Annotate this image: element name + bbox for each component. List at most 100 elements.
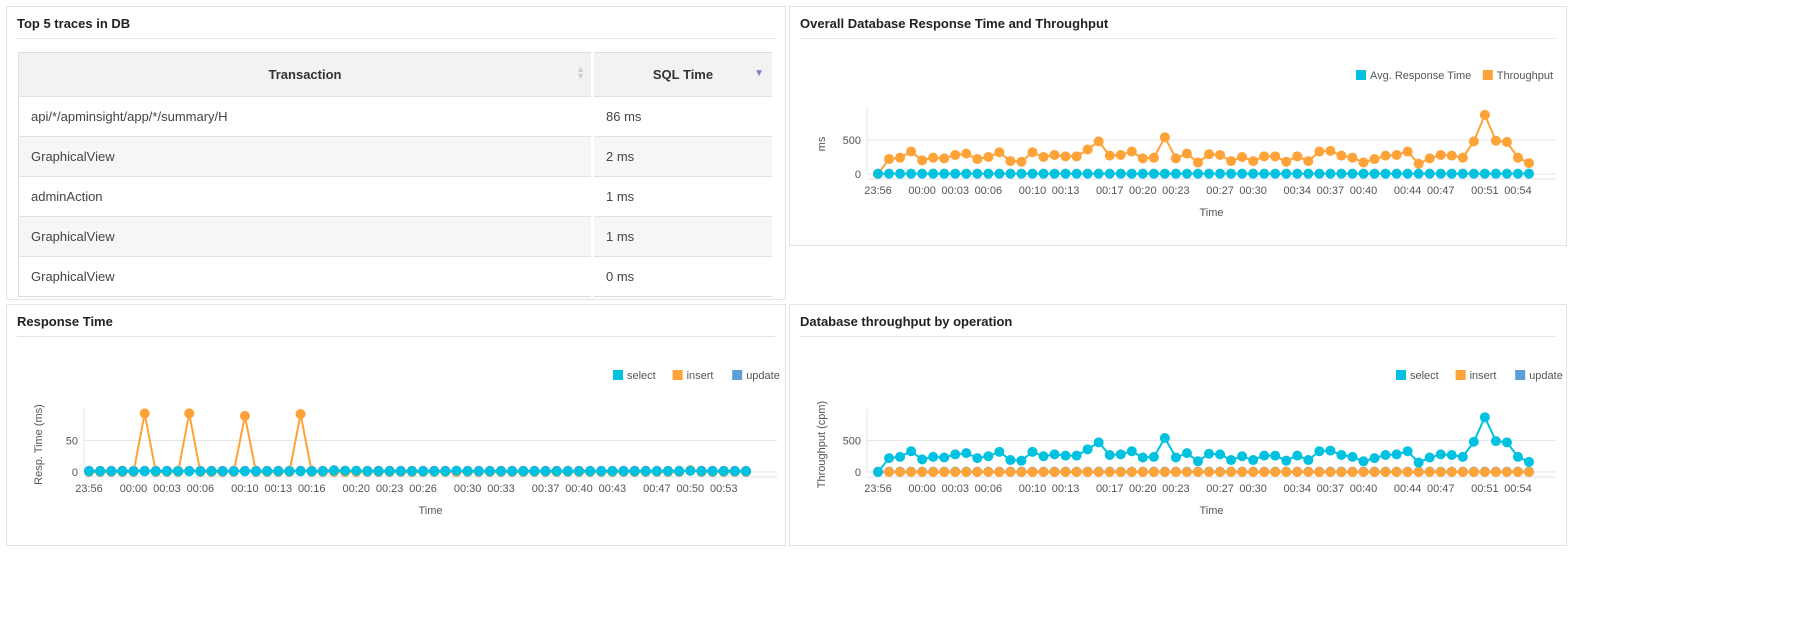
x-tick-label: 00:00: [908, 483, 936, 495]
data-point: [651, 466, 662, 477]
data-point: [496, 466, 507, 477]
x-tick-label: 00:13: [265, 483, 293, 495]
data-point: [1060, 467, 1071, 477]
panel-title: Top 5 traces in DB: [17, 16, 131, 31]
x-tick-label: 00:06: [975, 483, 1003, 495]
data-point: [1093, 437, 1104, 448]
data-point: [994, 467, 1005, 477]
data-point: [983, 451, 994, 462]
column-header-transaction[interactable]: Transaction ▲ ▼: [18, 52, 594, 97]
legend-label[interactable]: update: [1529, 370, 1563, 382]
legend-label[interactable]: select: [1410, 370, 1439, 382]
data-point: [1060, 450, 1071, 461]
data-point: [1049, 467, 1060, 477]
data-point: [1226, 455, 1237, 466]
x-tick-label: 00:00: [120, 483, 148, 495]
data-point: [1446, 168, 1457, 179]
data-point: [961, 448, 972, 459]
data-point: [1237, 152, 1248, 162]
data-point: [217, 466, 228, 477]
data-point: [395, 466, 406, 477]
data-point: [1270, 467, 1281, 477]
legend-label[interactable]: Avg. Response Time: [1370, 70, 1471, 82]
data-point: [972, 154, 983, 165]
data-point: [1215, 467, 1226, 477]
data-point: [1512, 168, 1523, 179]
data-point: [1479, 467, 1490, 477]
data-point: [1159, 467, 1170, 477]
data-point: [462, 466, 473, 477]
data-point: [139, 466, 150, 477]
x-tick-label: 00:47: [1427, 185, 1455, 197]
sort-desc-icon[interactable]: ▼: [754, 68, 764, 79]
data-point: [618, 466, 629, 477]
data-point: [917, 155, 928, 166]
data-point: [1281, 455, 1292, 466]
sort-icon[interactable]: ▲ ▼: [576, 64, 585, 81]
data-point: [1468, 168, 1479, 179]
data-point: [351, 465, 362, 476]
table-row[interactable]: GraphicalView 2 ms: [18, 136, 775, 177]
transaction-cell[interactable]: api/*/apminsight/app/*/summary/H: [18, 96, 594, 137]
data-point: [928, 467, 939, 477]
legend-label[interactable]: Throughput: [1497, 70, 1553, 82]
x-tick-label: 23:56: [75, 483, 103, 495]
x-tick-label: 00:27: [1206, 483, 1234, 495]
x-tick-label: 00:30: [1239, 483, 1267, 495]
x-tick-label: 00:00: [908, 185, 936, 197]
data-point: [1402, 146, 1413, 157]
data-point: [983, 168, 994, 179]
data-point: [1435, 449, 1446, 460]
table-row[interactable]: api/*/apminsight/app/*/summary/H 86 ms: [18, 96, 775, 137]
data-point: [928, 168, 939, 179]
table-row[interactable]: GraphicalView 0 ms: [18, 256, 775, 297]
legend-label[interactable]: insert: [687, 370, 714, 382]
transaction-cell[interactable]: GraphicalView: [18, 216, 594, 257]
data-point: [295, 466, 306, 477]
x-tick-label: 00:03: [941, 185, 969, 197]
data-point: [1148, 467, 1159, 477]
data-point: [1192, 467, 1203, 477]
legend-label[interactable]: select: [627, 370, 656, 382]
data-point: [1512, 467, 1523, 477]
x-tick-label: 00:34: [1284, 185, 1312, 197]
data-point: [1457, 168, 1468, 179]
data-point: [939, 452, 950, 463]
y-tick-label: 0: [855, 467, 861, 479]
data-point: [1391, 168, 1402, 179]
data-point: [328, 465, 339, 476]
data-point: [1237, 168, 1248, 179]
data-point: [1358, 467, 1369, 477]
x-tick-label: 00:13: [1052, 483, 1080, 495]
data-point: [1259, 450, 1270, 461]
data-point: [1181, 467, 1192, 477]
data-point: [1347, 152, 1358, 163]
data-point: [1490, 467, 1501, 477]
data-point: [884, 467, 895, 477]
data-point: [1126, 146, 1137, 157]
legend-swatch-select: [1396, 370, 1406, 380]
x-tick-label: 00:17: [1096, 185, 1124, 197]
data-point: [1027, 446, 1038, 457]
legend-label[interactable]: update: [746, 370, 780, 382]
data-point: [384, 466, 395, 477]
data-point: [1226, 156, 1237, 167]
data-point: [1490, 436, 1501, 447]
data-point: [629, 466, 640, 477]
transaction-cell[interactable]: adminAction: [18, 176, 594, 217]
column-header-sql-time[interactable]: SQL Time ▼: [592, 52, 775, 97]
legend-label[interactable]: insert: [1470, 370, 1497, 382]
transaction-cell[interactable]: GraphicalView: [18, 136, 594, 177]
table-row[interactable]: GraphicalView 1 ms: [18, 216, 775, 257]
transaction-cell[interactable]: GraphicalView: [18, 256, 594, 297]
data-point: [1457, 467, 1468, 477]
data-point: [1082, 144, 1093, 155]
data-point: [1159, 132, 1170, 143]
x-tick-label: 00:03: [153, 483, 181, 495]
table-row[interactable]: adminAction 1 ms: [18, 176, 775, 217]
response-time-chart: 0 50 23:56 00:00 00:03 00:06 00:10 00:13 00:16 00…: [33, 370, 780, 517]
data-point: [1524, 456, 1534, 467]
data-point: [1159, 168, 1170, 179]
data-point: [1358, 456, 1369, 467]
x-axis-title: Time: [1199, 505, 1223, 517]
